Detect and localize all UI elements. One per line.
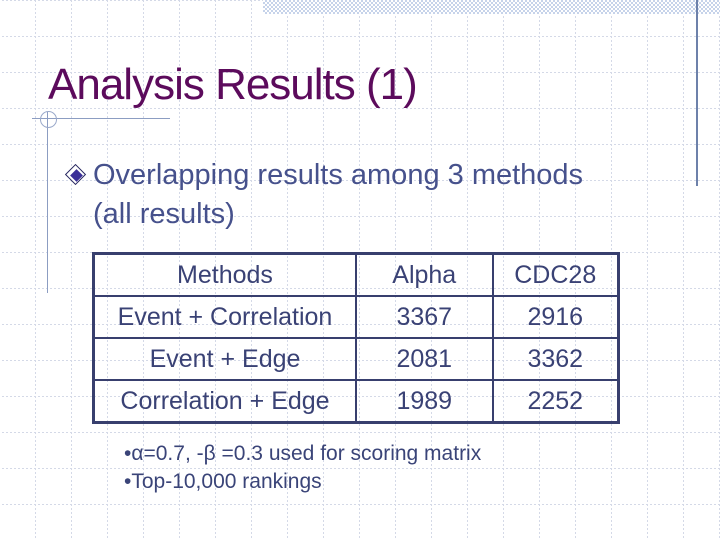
table-header-row: Methods Alpha CDC28	[92, 252, 620, 297]
cell-method: Correlation + Edge	[92, 379, 357, 424]
left-accent-line	[47, 112, 48, 293]
cell-alpha: 3367	[355, 295, 494, 339]
cell-cdc28: 3362	[491, 337, 620, 381]
table-row: Correlation + Edge 1989 2252	[92, 379, 620, 424]
cell-alpha: 2081	[355, 337, 494, 381]
table-row: Event + Edge 2081 3362	[92, 337, 620, 381]
cell-alpha: 1989	[355, 379, 494, 424]
vertical-accent-line	[696, 0, 698, 186]
cell-cdc28: 2252	[491, 379, 620, 424]
cell-method: Event + Edge	[92, 337, 357, 381]
header-methods: Methods	[92, 252, 357, 297]
bullet-text-line1: Overlapping results among 3 methods	[93, 159, 584, 191]
checkered-band-decoration	[263, 0, 720, 14]
diamond-bullet-icon	[64, 163, 87, 186]
title-underline	[32, 118, 170, 119]
results-table: Methods Alpha CDC28 Event + Correlation …	[92, 252, 620, 424]
header-alpha: Alpha	[355, 252, 494, 297]
circle-ornament-icon	[40, 111, 57, 128]
footnote-line: •Top-10,000 rankings	[124, 470, 322, 493]
footnotes: •α=0.7, -β =0.3 used for scoring matrix …	[124, 440, 481, 496]
header-cdc28: CDC28	[491, 252, 620, 297]
cell-method: Event + Correlation	[92, 295, 357, 339]
bullet-text: Overlapping results among 3 methods (all…	[93, 156, 583, 234]
bullet-item: Overlapping results among 3 methods (all…	[64, 156, 583, 234]
page-title: Analysis Results (1)	[48, 60, 418, 109]
cell-cdc28: 2916	[491, 295, 620, 339]
table-row: Event + Correlation 3367 2916	[92, 295, 620, 339]
footnote-line: •α=0.7, -β =0.3 used for scoring matrix	[124, 442, 482, 465]
bullet-text-line2: (all results)	[93, 198, 235, 230]
